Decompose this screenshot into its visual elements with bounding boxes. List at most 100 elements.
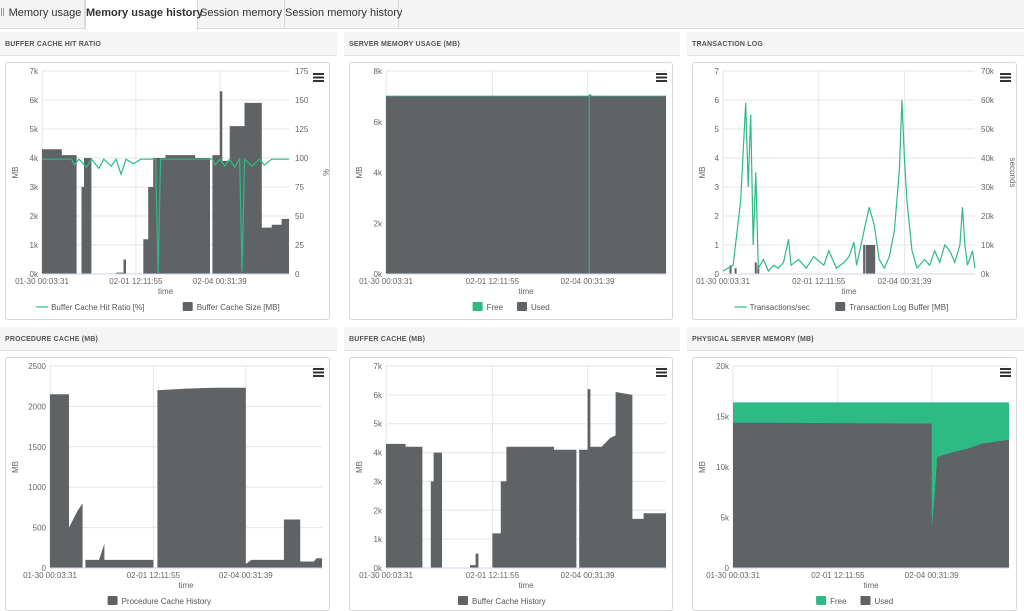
- y-tick-label: 3: [715, 183, 720, 192]
- series-area-buffer-cache-size-mb-: [42, 91, 289, 274]
- series-area-used: [386, 96, 666, 275]
- x-tick-label: 02-04 00:31:39: [905, 571, 959, 580]
- tab-session-memory[interactable]: Session memory: [198, 0, 285, 29]
- chart-svg: 0 5k 10k 15k 20k 01-30 00:03:31 02-01 12:11:55…: [698, 362, 1011, 606]
- x-tick-label: 02-04 00:31:39: [561, 571, 615, 580]
- y-tick-label: 0: [42, 564, 47, 573]
- y-tick-label: 2000: [28, 402, 46, 411]
- y-tick-label: 3k: [374, 477, 383, 486]
- tab-memory-usage[interactable]: Memory usage: [6, 0, 85, 29]
- y2-axis-title: %: [321, 169, 329, 176]
- x-tick-label: 01-30 00:03:31: [23, 571, 77, 580]
- y-tick-label: 1k: [374, 535, 383, 544]
- chart-svg: 0k 1k 2k 3k 4k 5k 6k 7k 0 25 50 75 100 125 150 175 01-30…: [11, 67, 329, 312]
- series-area-buffer-cache-history: [386, 389, 666, 568]
- y-axis-title: MB: [11, 461, 20, 473]
- series-bar: [871, 245, 874, 274]
- legend-item[interactable]: Free: [816, 596, 847, 606]
- x-axis-title: time: [518, 581, 534, 590]
- x-tick-label: 01-30 00:03:31: [15, 277, 69, 286]
- legend-item[interactable]: Used: [860, 596, 894, 606]
- series-bar: [729, 265, 732, 274]
- tab-bar: Memory usage Memory usage history Sessio…: [0, 0, 1024, 30]
- x-tick-label: 02-01 12:11:55: [466, 571, 520, 580]
- y-tick-label: 1500: [28, 443, 46, 452]
- x-tick-label: 02-04 00:31:39: [561, 277, 615, 286]
- y-tick-label: 6k: [374, 118, 383, 127]
- y-tick-label: 6k: [374, 391, 383, 400]
- y-tick-label: 2: [715, 212, 720, 221]
- series-bar: [866, 245, 869, 274]
- hamburger-menu-icon[interactable]: [1000, 368, 1011, 377]
- y2-tick-label: 125: [295, 125, 309, 134]
- series-bar: [868, 245, 871, 274]
- hamburger-menu-icon[interactable]: [656, 73, 667, 82]
- legend-label: Transaction Log Buffer [MB]: [849, 303, 948, 312]
- legend-label: Procedure Cache History: [122, 597, 211, 606]
- section-title-server-memory-usage: SERVER MEMORY USAGE (MB): [344, 32, 680, 56]
- section-title-physical-server-memory: PHYSICAL SERVER MEMORY (MB): [687, 327, 1024, 351]
- section-title-buffer-cache: BUFFER CACHE (MB): [344, 327, 680, 351]
- y2-axis-title: seconds: [1008, 158, 1016, 188]
- series-bar: [870, 245, 873, 274]
- x-tick-label: 02-01 12:11:55: [127, 571, 181, 580]
- legend-item[interactable]: Transaction Log Buffer [MB]: [835, 302, 948, 312]
- legend-label: Used: [875, 597, 894, 606]
- tab-session-memory-history[interactable]: Session memory history: [285, 0, 402, 29]
- y2-tick-label: 50: [295, 212, 304, 221]
- y-tick-label: 5k: [374, 420, 383, 429]
- x-tick-label: 01-30 00:03:31: [696, 277, 750, 286]
- y2-tick-label: 50k: [981, 125, 995, 134]
- x-axis-title: time: [863, 581, 879, 590]
- y-axis-title: MB: [11, 167, 20, 179]
- hamburger-menu-icon[interactable]: [656, 368, 667, 377]
- x-tick-label: 02-04 00:31:39: [878, 277, 932, 286]
- y-tick-label: 4k: [374, 169, 383, 178]
- x-tick-label: 02-01 12:11:55: [811, 571, 865, 580]
- series-bar: [734, 268, 737, 274]
- y-axis-title: MB: [698, 167, 707, 179]
- y-tick-label: 2k: [30, 212, 39, 221]
- y-tick-label: 0k: [30, 270, 39, 279]
- chart-svg: 0k 1k 2k 3k 4k 5k 6k 7k 01-30 00:03:31 02-01 12:1…: [355, 362, 667, 606]
- section-title-buffer-cache-hit-ratio: BUFFER CACHE HIT RATIO: [0, 32, 337, 56]
- series-area-procedure-cache-history: [50, 387, 322, 568]
- chart-svg: 0k 2k 4k 6k 8k 01-30 00:03:31 02-01 12:11:55 02…: [355, 67, 667, 312]
- y-tick-label: 0k: [374, 564, 383, 573]
- y-tick-label: 2k: [374, 506, 383, 515]
- chart-panel-procedure-cache: 0 500 1000 1500 2000 2500 01-30 00:03:31 02-01 …: [5, 357, 330, 611]
- y-tick-label: 8k: [374, 67, 383, 76]
- hamburger-menu-icon[interactable]: [1000, 73, 1011, 82]
- y-tick-label: 0k: [374, 270, 383, 279]
- legend-item[interactable]: Transactions/sec: [734, 303, 810, 312]
- y-tick-label: 1000: [28, 483, 46, 492]
- grip-icon[interactable]: [1, 8, 4, 16]
- hamburger-menu-icon[interactable]: [313, 368, 324, 377]
- legend-label: Buffer Cache Size [MB]: [197, 303, 280, 312]
- x-tick-label: 01-30 00:03:31: [359, 571, 413, 580]
- section-title-transaction-log: TRANSACTION LOG: [687, 32, 1024, 56]
- legend-label: Free: [487, 303, 504, 312]
- y2-tick-label: 70k: [981, 67, 995, 76]
- legend-label: Buffer Cache History: [472, 597, 546, 606]
- x-axis-title: time: [841, 287, 857, 296]
- y-axis-title: MB: [355, 167, 364, 179]
- x-tick-label: 01-30 00:03:31: [359, 277, 413, 286]
- y2-tick-label: 20k: [981, 212, 995, 221]
- hamburger-menu-icon[interactable]: [313, 73, 324, 82]
- legend-item[interactable]: Buffer Cache Hit Ratio [%]: [36, 303, 144, 312]
- tab-memory-usage-history[interactable]: Memory usage history: [85, 0, 203, 30]
- series-bar: [754, 262, 757, 274]
- legend-item[interactable]: Buffer Cache Size [MB]: [182, 302, 280, 312]
- chart-panel-physical-server-memory: 0 5k 10k 15k 20k 01-30 00:03:31 02-01 12:11:55…: [692, 357, 1017, 611]
- legend-item[interactable]: Buffer Cache History: [458, 596, 546, 606]
- legend-item[interactable]: Free: [472, 302, 504, 312]
- series-area-used: [733, 422, 1009, 568]
- y-tick-label: 7k: [374, 362, 383, 371]
- legend-item[interactable]: Procedure Cache History: [107, 596, 211, 606]
- legend-item[interactable]: Used: [517, 302, 550, 312]
- y-tick-label: 0: [715, 270, 720, 279]
- y-tick-label: 4: [715, 154, 720, 163]
- x-tick-label: 02-01 12:11:55: [792, 277, 846, 286]
